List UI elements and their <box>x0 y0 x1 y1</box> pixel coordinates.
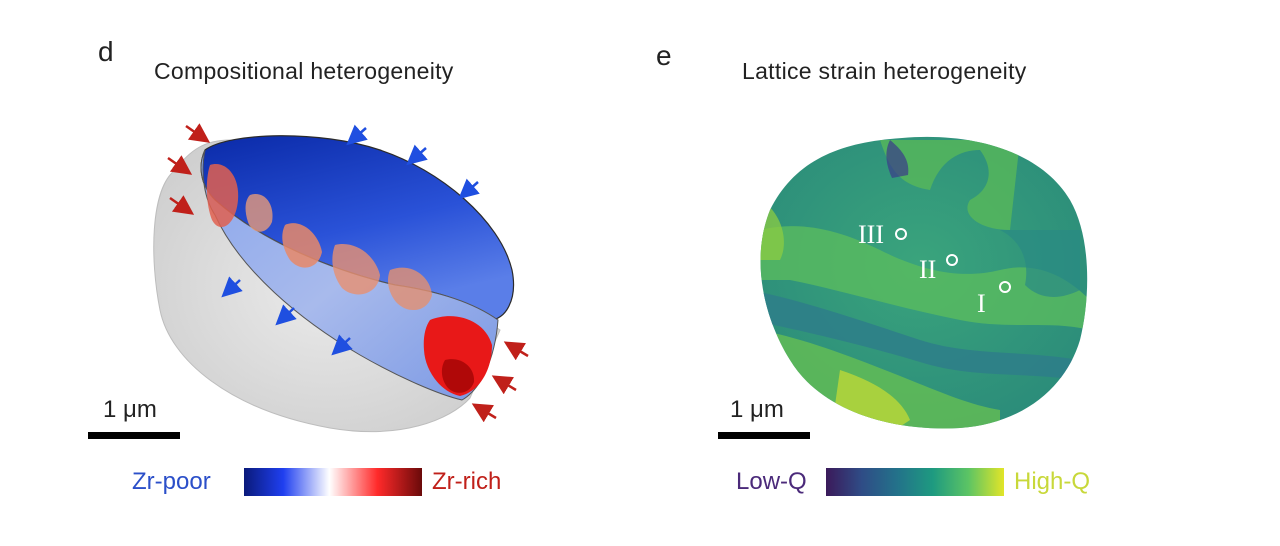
scale-bar-label: 1 μm <box>730 396 784 423</box>
red-arrow <box>185 123 211 143</box>
panel-d: d Compositional heterogeneity <box>88 36 529 496</box>
colorbar-low-label: Low-Q <box>736 468 807 495</box>
colorbar-high-label: High-Q <box>1014 468 1091 495</box>
marker-label-III: III <box>858 220 884 249</box>
scale-bar <box>88 432 180 439</box>
measurement-point-III <box>895 228 907 240</box>
colorbar-high-label: Zr-rich <box>432 468 502 495</box>
zr-rich-region <box>332 244 380 295</box>
blue-arrow <box>406 144 428 166</box>
strain-map <box>760 136 1088 429</box>
blue-arrow <box>275 304 297 326</box>
zr-rich-region-strong <box>441 359 475 393</box>
zr-rich-region <box>282 223 322 268</box>
colorbar-low-label: Zr-poor <box>132 468 211 495</box>
strain-map-disc <box>760 136 1088 429</box>
panel-letter-e: e <box>656 40 672 71</box>
scale-bar-label: 1 μm <box>103 396 157 423</box>
red-arrow <box>491 375 517 395</box>
panel-e-title: Lattice strain heterogeneity <box>742 58 1027 84</box>
zr-rich-region-strong <box>423 316 492 396</box>
panel-e: e Lattice strain heterogeneity III <box>640 0 1280 546</box>
strain-colorbar <box>826 468 1004 496</box>
marker-label-I: I <box>977 289 986 318</box>
red-arrow <box>471 403 497 423</box>
panel-letter-d: d <box>98 36 114 67</box>
red-arrow <box>167 155 193 175</box>
particle-3d-rendering <box>153 123 529 433</box>
measurement-point-I <box>999 281 1011 293</box>
blue-arrow <box>458 178 480 200</box>
zr-rich-region <box>206 164 239 228</box>
marker-label-II: II <box>919 255 937 284</box>
red-arrow <box>169 195 195 215</box>
red-arrow <box>503 341 529 361</box>
blue-arrow <box>221 276 243 298</box>
zr-rich-region <box>388 267 432 311</box>
measurement-point-II <box>946 254 958 266</box>
composition-colorbar <box>244 468 422 496</box>
blue-arrow <box>346 124 368 146</box>
scale-bar <box>718 432 810 439</box>
panel-d-title: Compositional heterogeneity <box>154 58 454 84</box>
zr-rich-region <box>245 194 273 232</box>
blue-arrow <box>331 334 353 356</box>
